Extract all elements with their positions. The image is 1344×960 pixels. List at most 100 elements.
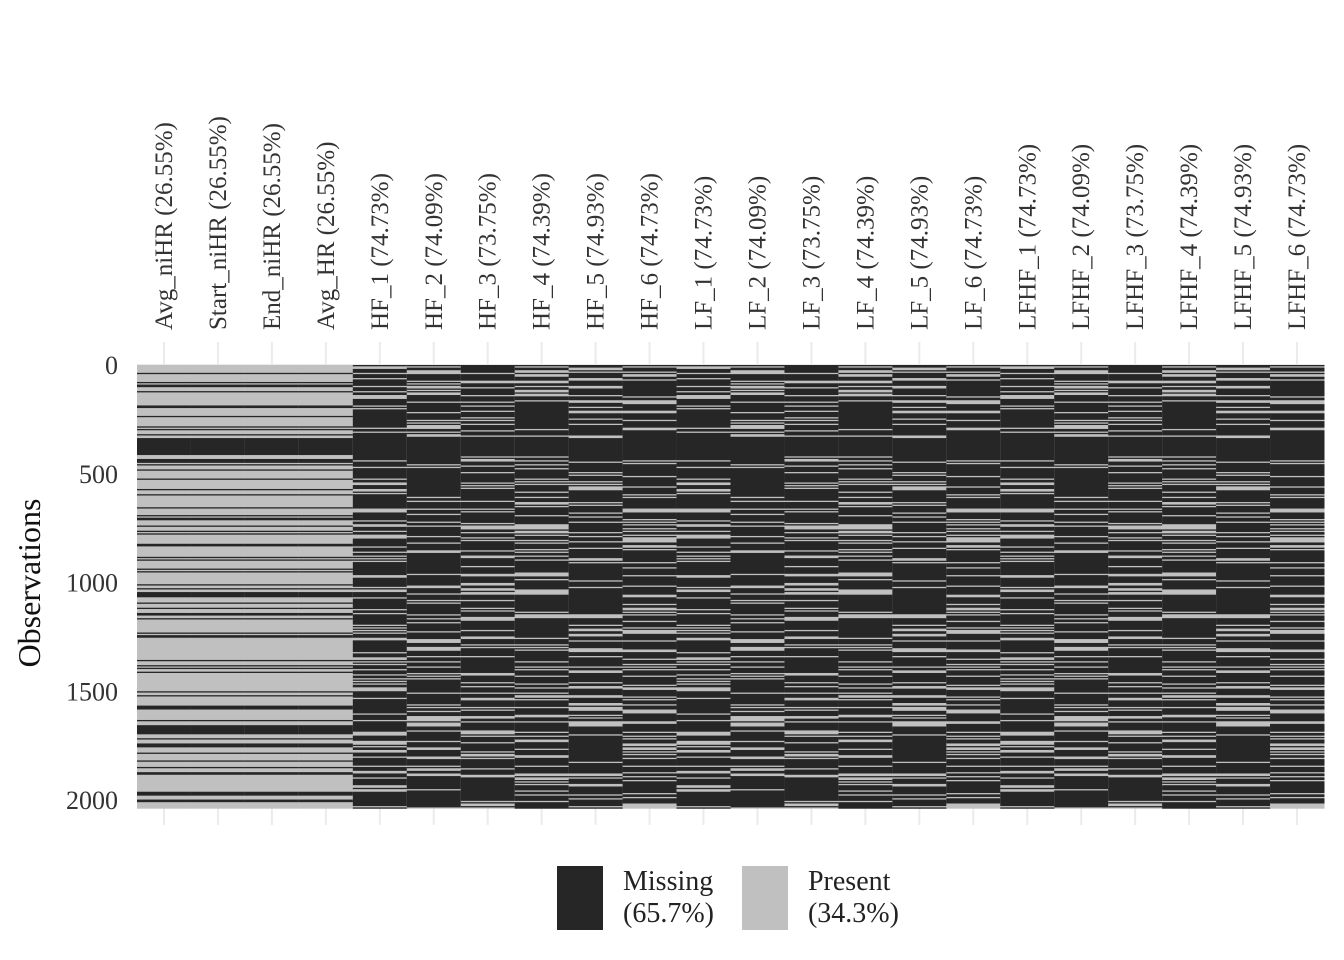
missing-cell [190, 725, 246, 735]
missing-cell [1162, 461, 1217, 465]
missing-cell [946, 547, 1001, 550]
missing-cell [1000, 559, 1055, 561]
missing-cell [838, 552, 893, 556]
missing-cell [784, 585, 839, 589]
missing-cell [298, 559, 354, 561]
missing-cell [1216, 581, 1271, 587]
missing-cell [244, 772, 300, 775]
missing-cell [676, 559, 731, 561]
missing-cell [1216, 776, 1271, 778]
missing-cell [514, 594, 570, 612]
missing-cell [352, 479, 408, 483]
missing-cell [1000, 552, 1055, 556]
missing-cell [1000, 659, 1055, 662]
missing-cell [190, 381, 246, 384]
missing-cell [568, 688, 624, 696]
missing-cell [892, 388, 947, 396]
missing-cell [1270, 697, 1325, 700]
missing-cell [298, 571, 354, 573]
missing-cell [244, 725, 300, 735]
missing-cell [946, 610, 1001, 612]
missing-cell [568, 716, 624, 718]
missing-cell [1270, 495, 1325, 497]
missing-cell [137, 743, 192, 748]
missing-cell [1054, 721, 1109, 723]
missing-cell [137, 719, 192, 722]
missing-cell [622, 522, 678, 525]
missing-cell [406, 619, 462, 623]
missing-cell [1108, 620, 1163, 630]
missing-cell [838, 576, 893, 580]
missing-cell [838, 507, 893, 516]
missing-cell [460, 722, 516, 731]
missing-cell [514, 785, 570, 791]
missing-cell [892, 705, 947, 707]
missing-cell [190, 667, 246, 670]
missing-cell [1000, 744, 1055, 747]
missing-cell [568, 475, 624, 482]
missing-cell [460, 708, 516, 710]
missing-cell [1054, 432, 1109, 435]
missing-cell [352, 398, 408, 406]
missing-cell [406, 603, 462, 615]
missing-cell [838, 376, 893, 381]
missing-cell [298, 372, 354, 375]
missing-cell [460, 488, 516, 501]
missing-cell [190, 533, 246, 535]
missing-cell [1162, 541, 1217, 543]
missing-cell [406, 693, 462, 705]
missing-cell [244, 571, 300, 573]
missing-cell [568, 365, 624, 368]
missing-cell [1162, 430, 1217, 436]
missing-cell [676, 398, 731, 406]
missing-cell [1108, 734, 1163, 736]
missing-cell [730, 742, 785, 748]
missing-cell [460, 611, 516, 617]
missing-cell [406, 367, 462, 371]
missing-cell [1162, 795, 1217, 801]
missing-cell [1108, 388, 1163, 396]
missing-cell [622, 550, 678, 563]
missing-cell [892, 396, 947, 401]
missing-cell [568, 482, 624, 484]
missing-cell [1270, 372, 1325, 375]
missing-cell [892, 560, 947, 563]
missing-cell [838, 556, 893, 560]
missing-cell [460, 396, 516, 402]
missing-cell [190, 464, 246, 466]
missing-cell [1162, 465, 1217, 469]
missing-cell [838, 461, 893, 465]
missing-cell [892, 370, 947, 372]
missing-cell [622, 659, 678, 664]
missing-cell [622, 397, 678, 401]
missing-cell [190, 494, 246, 496]
missing-cell [352, 626, 408, 628]
missing-cell [406, 766, 462, 769]
missing-cell [352, 521, 408, 525]
missing-cell [730, 632, 785, 640]
missing-cell [514, 392, 570, 394]
column-label: LF_5 (74.93%) [906, 176, 933, 330]
missing-cell [784, 396, 839, 402]
missing-cell [730, 693, 785, 705]
missing-cell [784, 383, 839, 388]
missing-cell [1216, 807, 1271, 809]
missing-cell [838, 785, 893, 791]
missing-cell [784, 708, 839, 710]
missing-cell [1162, 535, 1217, 540]
missing-cell [298, 667, 354, 670]
missing-cell [1216, 716, 1271, 718]
missing-cell [784, 687, 839, 693]
missing-cell [1216, 641, 1271, 649]
missing-cell [676, 778, 731, 786]
missing-cell [730, 790, 785, 808]
missing-cell [784, 418, 839, 420]
missing-cell [946, 520, 1001, 522]
missing-cell [514, 365, 570, 367]
missing-cell [460, 777, 516, 801]
missing-cell [137, 571, 192, 573]
missing-cell [352, 684, 408, 688]
missing-cell [1270, 686, 1325, 688]
missing-cell [946, 739, 1001, 744]
missing-cell [137, 725, 192, 735]
